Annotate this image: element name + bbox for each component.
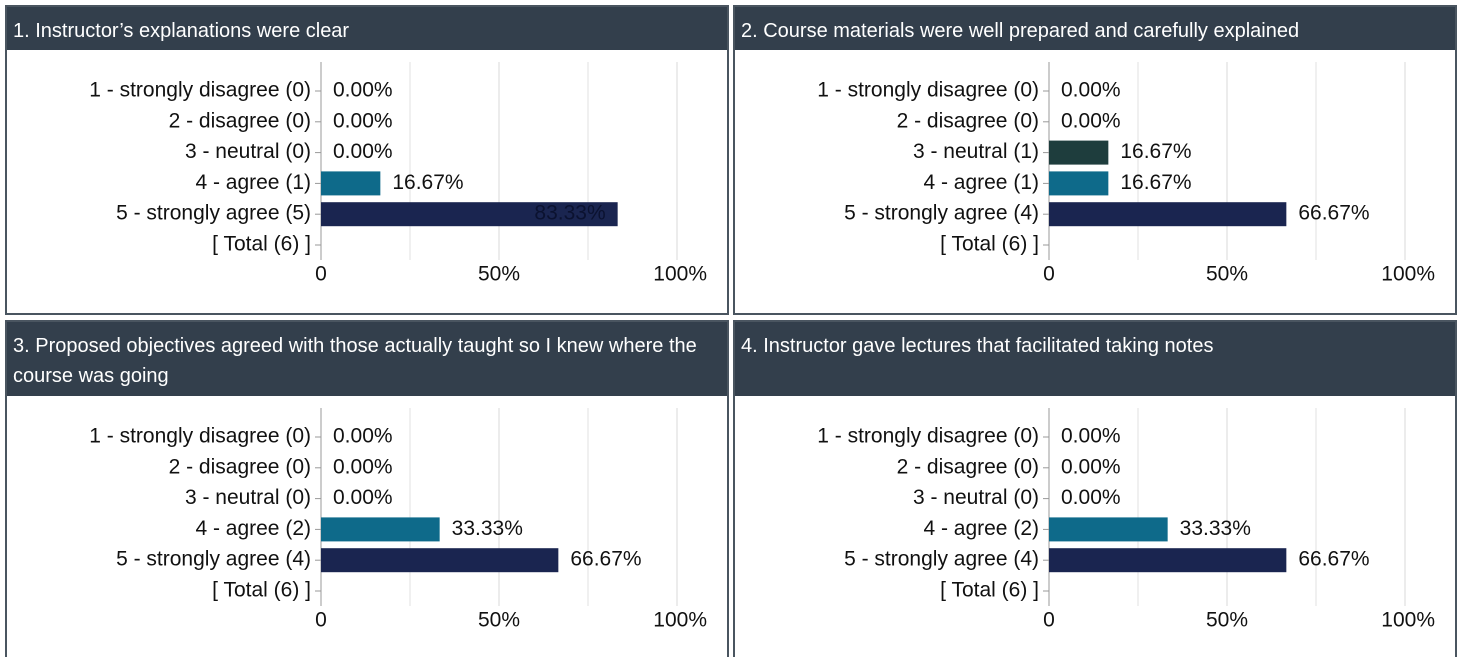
category-label: [ Total (6) ] — [212, 233, 311, 256]
chart-title: 4. Instructor gave lectures that facilit… — [735, 322, 1455, 396]
value-label: 0.00% — [1061, 486, 1121, 509]
value-label: 33.33% — [452, 517, 523, 540]
category-label: 4 - agree (2) — [923, 517, 1039, 540]
chart-panel: 4. Instructor gave lectures that facilit… — [733, 320, 1457, 657]
category-label: 3 - neutral (1) — [913, 140, 1039, 163]
chart: 0 50% 100% 1 - strongly disagree (0) 0.00% 2 … — [817, 408, 1435, 632]
bar — [321, 517, 440, 542]
value-label: 66.67% — [1298, 548, 1369, 571]
value-label: 16.67% — [1120, 171, 1191, 194]
bar — [1049, 517, 1168, 542]
category-label: 4 - agree (2) — [195, 517, 311, 540]
category-label: 3 - neutral (0) — [185, 140, 311, 163]
category-label: 2 - disagree (0) — [897, 109, 1039, 132]
category-label: 2 - disagree (0) — [169, 455, 311, 478]
x-tick-label: 0 — [315, 263, 327, 286]
chart-title: 1. Instructor’s explanations were clear — [7, 7, 727, 50]
value-label: 0.00% — [333, 455, 393, 478]
chart-title: 3. Proposed objectives agreed with those… — [7, 322, 727, 396]
x-tick-label: 50% — [1206, 609, 1248, 632]
value-label: 83.33% — [534, 202, 605, 225]
chart: 0 50% 100% 1 - strongly disagree (0) 0.00% 2 … — [817, 62, 1435, 286]
x-tick-label: 100% — [653, 609, 707, 632]
x-tick-label: 0 — [1043, 263, 1055, 286]
value-label: 0.00% — [1061, 109, 1121, 132]
category-label: 2 - disagree (0) — [897, 455, 1039, 478]
chart-panel: 1. Instructor’s explanations were clear 0… — [5, 5, 729, 315]
value-label: 66.67% — [570, 548, 641, 571]
category-label: 3 - neutral (0) — [185, 486, 311, 509]
category-label: 4 - agree (1) — [195, 171, 311, 194]
x-tick-label: 0 — [315, 609, 327, 632]
category-label: 2 - disagree (0) — [169, 109, 311, 132]
value-label: 0.00% — [333, 140, 393, 163]
category-label: 1 - strongly disagree (0) — [817, 425, 1039, 448]
value-label: 0.00% — [1061, 79, 1121, 102]
value-label: 66.67% — [1298, 202, 1369, 225]
bar — [1049, 202, 1287, 227]
bar — [1049, 171, 1109, 196]
bar — [321, 171, 381, 196]
value-label: 0.00% — [333, 79, 393, 102]
category-label: 1 - strongly disagree (0) — [817, 79, 1039, 102]
category-label: [ Total (6) ] — [940, 233, 1039, 256]
chart-panel: 3. Proposed objectives agreed with those… — [5, 320, 729, 657]
value-label: 0.00% — [333, 109, 393, 132]
x-tick-label: 50% — [478, 609, 520, 632]
x-tick-label: 100% — [1381, 609, 1435, 632]
x-tick-label: 50% — [478, 263, 520, 286]
chart-title: 2. Course materials were well prepared a… — [735, 7, 1455, 50]
category-label: 5 - strongly agree (5) — [116, 202, 311, 225]
category-label: 5 - strongly agree (4) — [116, 548, 311, 571]
category-label: 5 - strongly agree (4) — [844, 202, 1039, 225]
value-label: 0.00% — [1061, 455, 1121, 478]
x-tick-label: 0 — [1043, 609, 1055, 632]
category-label: 3 - neutral (0) — [913, 486, 1039, 509]
chart-panel: 2. Course materials were well prepared a… — [733, 5, 1457, 315]
category-label: 1 - strongly disagree (0) — [89, 425, 311, 448]
x-tick-label: 50% — [1206, 263, 1248, 286]
chart: 0 50% 100% 1 - strongly disagree (0) 0.00% 2 … — [89, 408, 707, 632]
category-label: 5 - strongly agree (4) — [844, 548, 1039, 571]
value-label: 0.00% — [333, 425, 393, 448]
bar — [1049, 140, 1109, 165]
category-label: [ Total (6) ] — [940, 579, 1039, 602]
value-label: 33.33% — [1180, 517, 1251, 540]
value-label: 16.67% — [392, 171, 463, 194]
bar — [321, 202, 618, 227]
value-label: 0.00% — [1061, 425, 1121, 448]
value-label: 16.67% — [1120, 140, 1191, 163]
value-label: 0.00% — [333, 486, 393, 509]
bar — [1049, 548, 1287, 573]
category-label: [ Total (6) ] — [212, 579, 311, 602]
category-label: 1 - strongly disagree (0) — [89, 79, 311, 102]
x-tick-label: 100% — [653, 263, 707, 286]
category-label: 4 - agree (1) — [923, 171, 1039, 194]
bar — [321, 548, 559, 573]
x-tick-label: 100% — [1381, 263, 1435, 286]
chart: 0 50% 100% 1 - strongly disagree (0) 0.00% 2 … — [89, 62, 707, 286]
